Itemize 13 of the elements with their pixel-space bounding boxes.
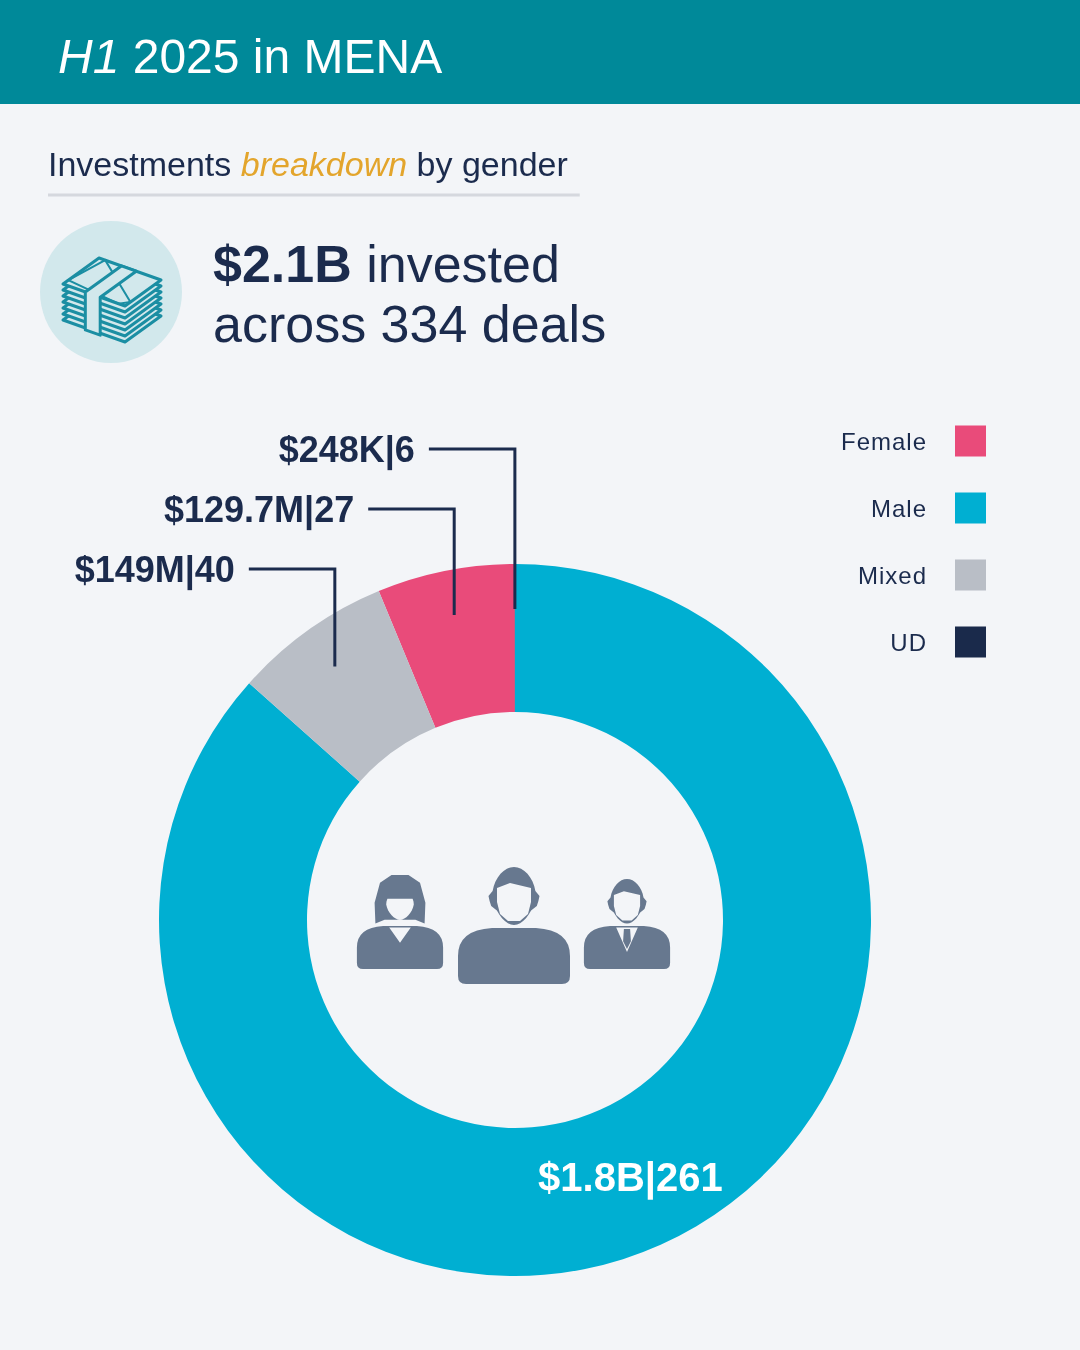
legend-label: UD [890, 628, 927, 656]
chart-title: H1 2025 in MENA [58, 29, 443, 83]
legend-label: Mixed [857, 561, 927, 589]
text: $2.1B invested across 334 deals [213, 235, 607, 353]
data-label: $1.8B|261 [538, 1155, 723, 1201]
legend-label: Female [840, 427, 927, 455]
legend-label: Male [870, 494, 927, 522]
data-label: $248K|6 [278, 428, 415, 471]
donut-slice [378, 564, 515, 728]
chart-subtitle: Investments breakdown by gender [48, 145, 568, 183]
donut-slice [249, 591, 436, 782]
data-label: $149M|40 [74, 548, 235, 591]
data-label: $129.7M|27 [163, 488, 355, 531]
